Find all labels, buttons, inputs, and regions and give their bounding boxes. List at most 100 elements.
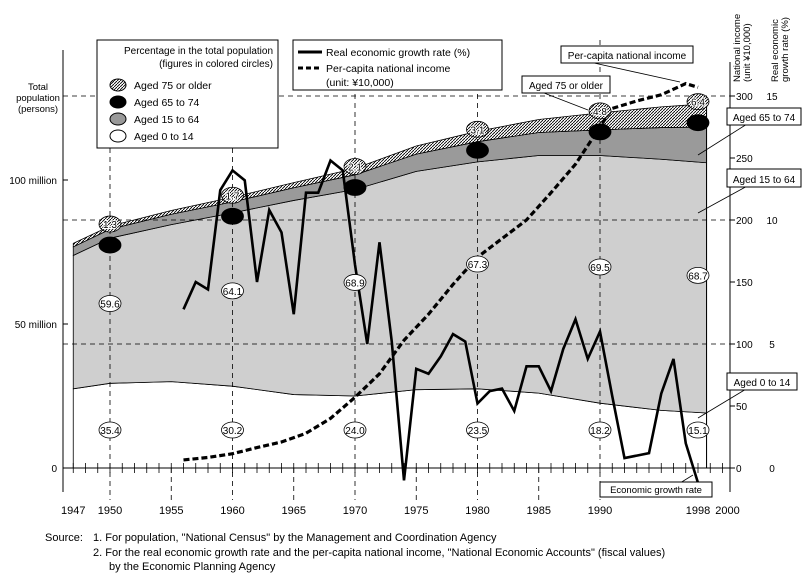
pct-label-75-plus: 4.8 [593, 107, 607, 118]
pct-label-65-74-circle [686, 114, 710, 132]
legend-population-item: Aged 75 or older [134, 80, 212, 92]
income-tick-label: 250 [736, 154, 753, 165]
pct-label-0-14: 35.4 [100, 426, 120, 437]
pct-label-15-64: 59.6 [100, 299, 120, 310]
pct-label-65-74: 4.9 [348, 183, 362, 194]
pct-label-15-64: 68.9 [345, 278, 365, 289]
left-tick-label: 100 million [9, 176, 57, 187]
growth-axis-title: Real economic [770, 19, 781, 82]
pct-label-0-14-circle [686, 421, 710, 439]
legend-swatch [109, 112, 127, 126]
pct-label-15-64: 64.1 [223, 287, 243, 298]
income-axis-title: (unit ¥10,000) [742, 23, 753, 82]
growth-tick-label: 10 [766, 216, 778, 227]
pct-label-65-74: 7.2 [593, 128, 607, 139]
income-tick-label: 300 [736, 92, 753, 103]
income-tick-label: 200 [736, 216, 753, 227]
pct-label-75-plus-circle [98, 215, 122, 233]
pct-label-15-64-circle [588, 258, 612, 276]
pct-label-75-plus-circle [343, 158, 367, 175]
legend-population-item: Aged 15 to 64 [134, 114, 200, 126]
x-tick-label: 1985 [527, 505, 551, 517]
x-tick-label: 1970 [343, 505, 367, 517]
x-tick-label: 1955 [159, 505, 183, 517]
callout-income-box [560, 45, 694, 64]
pct-label-75-plus: 3.1 [471, 125, 485, 136]
pct-label-65-74-circle [343, 179, 367, 196]
pct-label-65-74-circle [221, 207, 244, 225]
callout-age0-leader [697, 389, 745, 419]
growth-tick-label: 15 [766, 92, 778, 103]
pct-label-75-plus: 1.3 [103, 220, 117, 231]
pct-label-65-74: 9.8 [691, 119, 705, 130]
legend-population-item: Aged 0 to 14 [134, 131, 194, 143]
income-line [183, 81, 699, 462]
pct-label-65-74-circle [98, 236, 122, 254]
legend-swatch [109, 129, 127, 143]
left-axis-title: population [16, 93, 60, 104]
pct-label-0-14: 24.0 [345, 426, 365, 437]
legend-income-unit: (unit: ¥10,000) [326, 77, 394, 89]
pct-label-65-74: 6.0 [471, 146, 485, 157]
growth-rate-line [182, 158, 700, 484]
left-axis-title: Total [28, 82, 48, 93]
callout-income-leader [593, 62, 681, 83]
legend-population-subtitle: (figures in colored circles) [159, 59, 273, 70]
legend-population-item: Aged 65 to 74 [134, 97, 200, 109]
pct-label-0-14-circle [98, 421, 122, 439]
pct-label-0-14: 30.2 [223, 426, 243, 437]
x-tick-label: 1950 [98, 505, 122, 517]
pct-label-75-plus-circle [588, 102, 612, 120]
source-line-1: 1. For population, "National Census" by … [93, 532, 497, 544]
left-axis-title: (persons) [18, 104, 58, 115]
pct-label-75-plus-circle [466, 120, 489, 138]
callout-income: Per-capita national income [568, 51, 687, 62]
legend-income-label: Per-capita national income [326, 63, 450, 75]
area-aged-15-64 [72, 155, 707, 414]
pct-label-15-64: 68.7 [688, 271, 708, 282]
pct-label-0-14: 23.5 [468, 426, 488, 437]
income-axis-title: National income [732, 14, 743, 82]
callout-age65-leader [697, 124, 746, 156]
callout-age65-box [726, 107, 802, 126]
income-tick-label: 50 [736, 402, 748, 413]
pct-label-65-74: 3.7 [103, 241, 117, 252]
x-tick-label: 1965 [282, 505, 306, 517]
pct-label-75-plus: 2.1 [348, 162, 362, 173]
pct-label-0-14: 18.2 [590, 426, 610, 437]
pct-label-15-64-circle [686, 266, 710, 284]
pct-label-0-14-circle [221, 421, 244, 439]
source-line-3: by the Economic Planning Agency [109, 561, 276, 573]
callout-age0-box [726, 372, 798, 391]
income-tick-label: 100 [736, 340, 753, 351]
x-tick-label: 1960 [220, 505, 244, 517]
callout-age15-leader [697, 186, 746, 214]
growth-tick-label: 0 [769, 464, 775, 475]
legend-lines-box [292, 39, 503, 91]
pct-label-15-64-circle [98, 295, 122, 312]
chart-svg: 1947 1950 1955 1960 1965 1970 1975 1980 1985 1990… [9, 14, 802, 517]
source-line-2: 2. For the real economic growth rate and… [93, 547, 666, 559]
pct-label-0-14-circle [466, 421, 489, 439]
pct-label-65-74: 4.0 [226, 212, 240, 223]
pct-label-15-64-circle [221, 282, 244, 300]
pct-label-15-64: 67.3 [468, 260, 488, 271]
legend-growth-label: Real economic growth rate (%) [326, 47, 470, 59]
pct-label-65-74-circle [466, 141, 489, 159]
pct-label-15-64: 69.5 [590, 263, 610, 274]
income-tick-label: 150 [736, 278, 753, 289]
pct-label-75-plus: 1.7 [226, 191, 240, 202]
left-tick-label: 50 million [15, 320, 57, 331]
callout-age75-leader [543, 92, 589, 111]
legend-swatch [109, 95, 127, 109]
x-tick-label: 1980 [465, 505, 489, 517]
callout-age65: Aged 65 to 74 [733, 113, 796, 124]
callout-age15-box [726, 168, 802, 188]
growth-axis-title: growth rate (%) [780, 17, 791, 82]
legend-swatch [109, 78, 127, 92]
pct-label-75-plus-circle [686, 93, 710, 111]
callout-age75-box [521, 75, 611, 94]
x-tick-label: 2000 [715, 505, 739, 517]
pct-label-75-plus-circle [221, 186, 244, 204]
callout-age15: Aged 15 to 64 [733, 175, 796, 186]
